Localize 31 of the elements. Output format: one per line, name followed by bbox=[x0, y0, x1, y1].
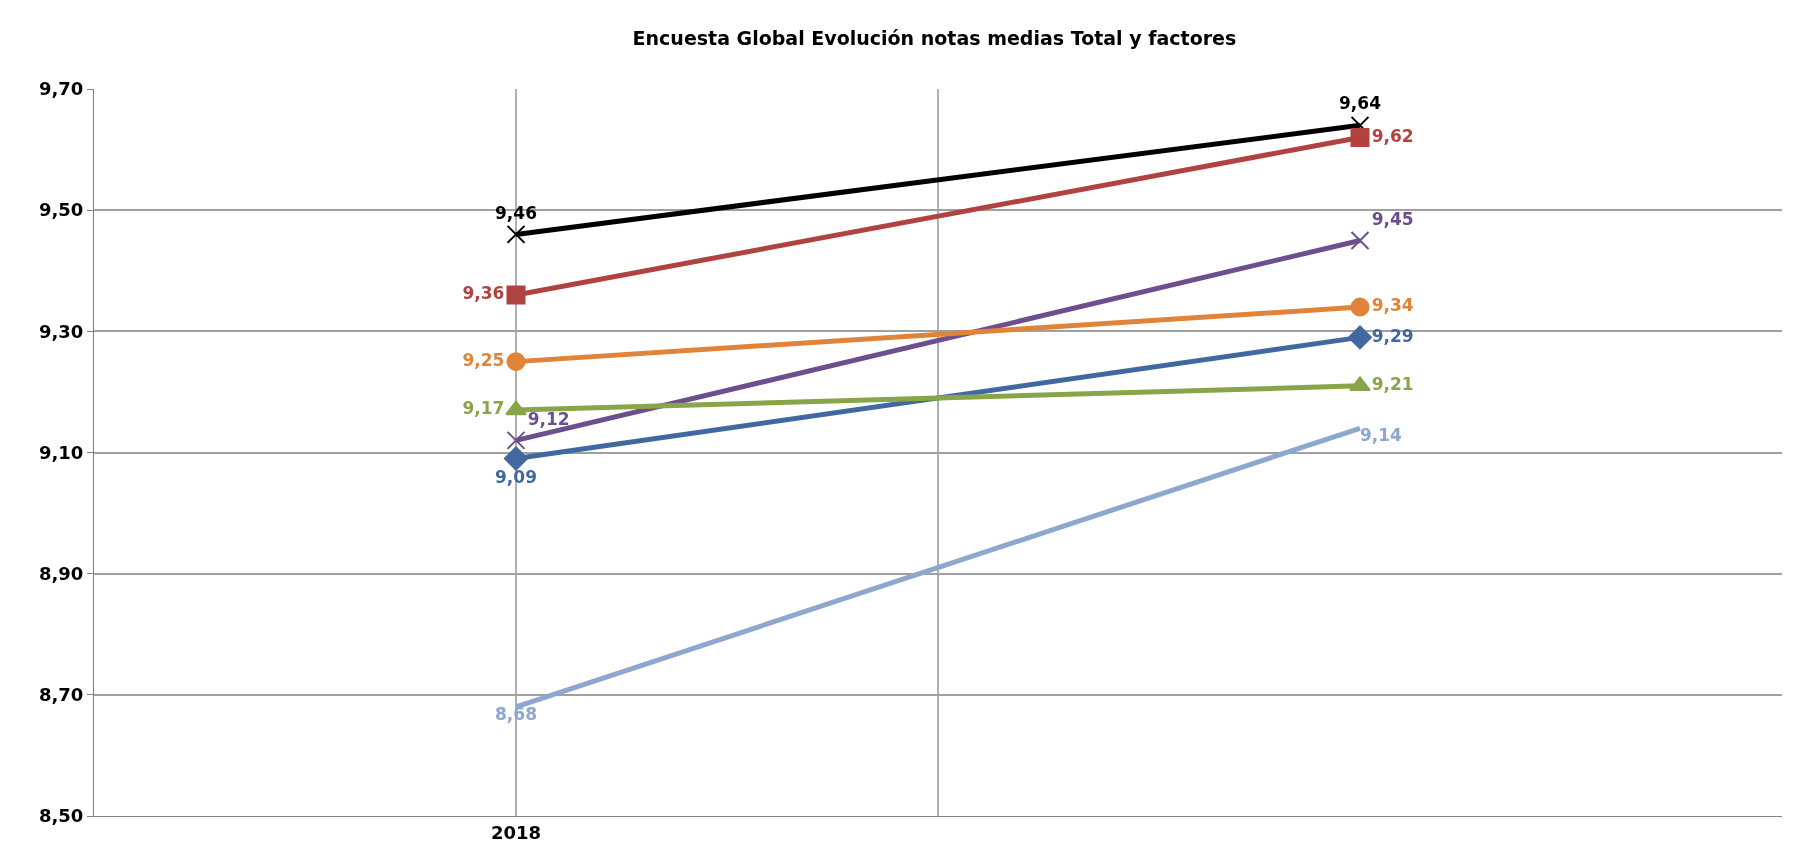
data-label: 9,29 bbox=[1371, 325, 1414, 346]
point bbox=[1347, 325, 1373, 350]
data-label: 9,34 bbox=[1371, 295, 1414, 316]
point bbox=[1350, 297, 1370, 317]
data-label: 9,09 bbox=[495, 466, 537, 487]
chart-title: Encuesta Global Evolución notas medias Total y factores bbox=[632, 27, 1237, 50]
data-label: 9,12 bbox=[527, 408, 570, 429]
data-label: 9,64 bbox=[1339, 93, 1382, 114]
point bbox=[506, 224, 526, 244]
y-tick-label: 9,70 bbox=[38, 78, 84, 100]
data-label: 9,17 bbox=[462, 398, 505, 419]
data-label: 9,25 bbox=[462, 349, 505, 370]
y-tick-label: 9,30 bbox=[38, 320, 84, 342]
data-label: 9,46 bbox=[495, 202, 537, 223]
y-tick-label: 9,10 bbox=[38, 441, 84, 463]
data-label: 9,36 bbox=[462, 283, 505, 304]
x-tick-label: 2018 bbox=[490, 821, 542, 843]
y-tick-label: 8,70 bbox=[38, 684, 84, 706]
point bbox=[1350, 230, 1370, 250]
point bbox=[506, 430, 526, 450]
y-tick-label: 8,50 bbox=[38, 805, 84, 827]
point bbox=[506, 352, 526, 372]
data-label: 9,62 bbox=[1371, 125, 1414, 146]
y-tick-label: 9,50 bbox=[38, 199, 84, 221]
point bbox=[1350, 127, 1370, 147]
data-label: 9,45 bbox=[1371, 208, 1414, 229]
point bbox=[503, 446, 529, 471]
y-tick-label: 8,90 bbox=[38, 562, 84, 584]
point bbox=[506, 285, 526, 305]
data-label: 9,21 bbox=[1371, 374, 1414, 395]
data-label: 9,14 bbox=[1360, 425, 1403, 446]
